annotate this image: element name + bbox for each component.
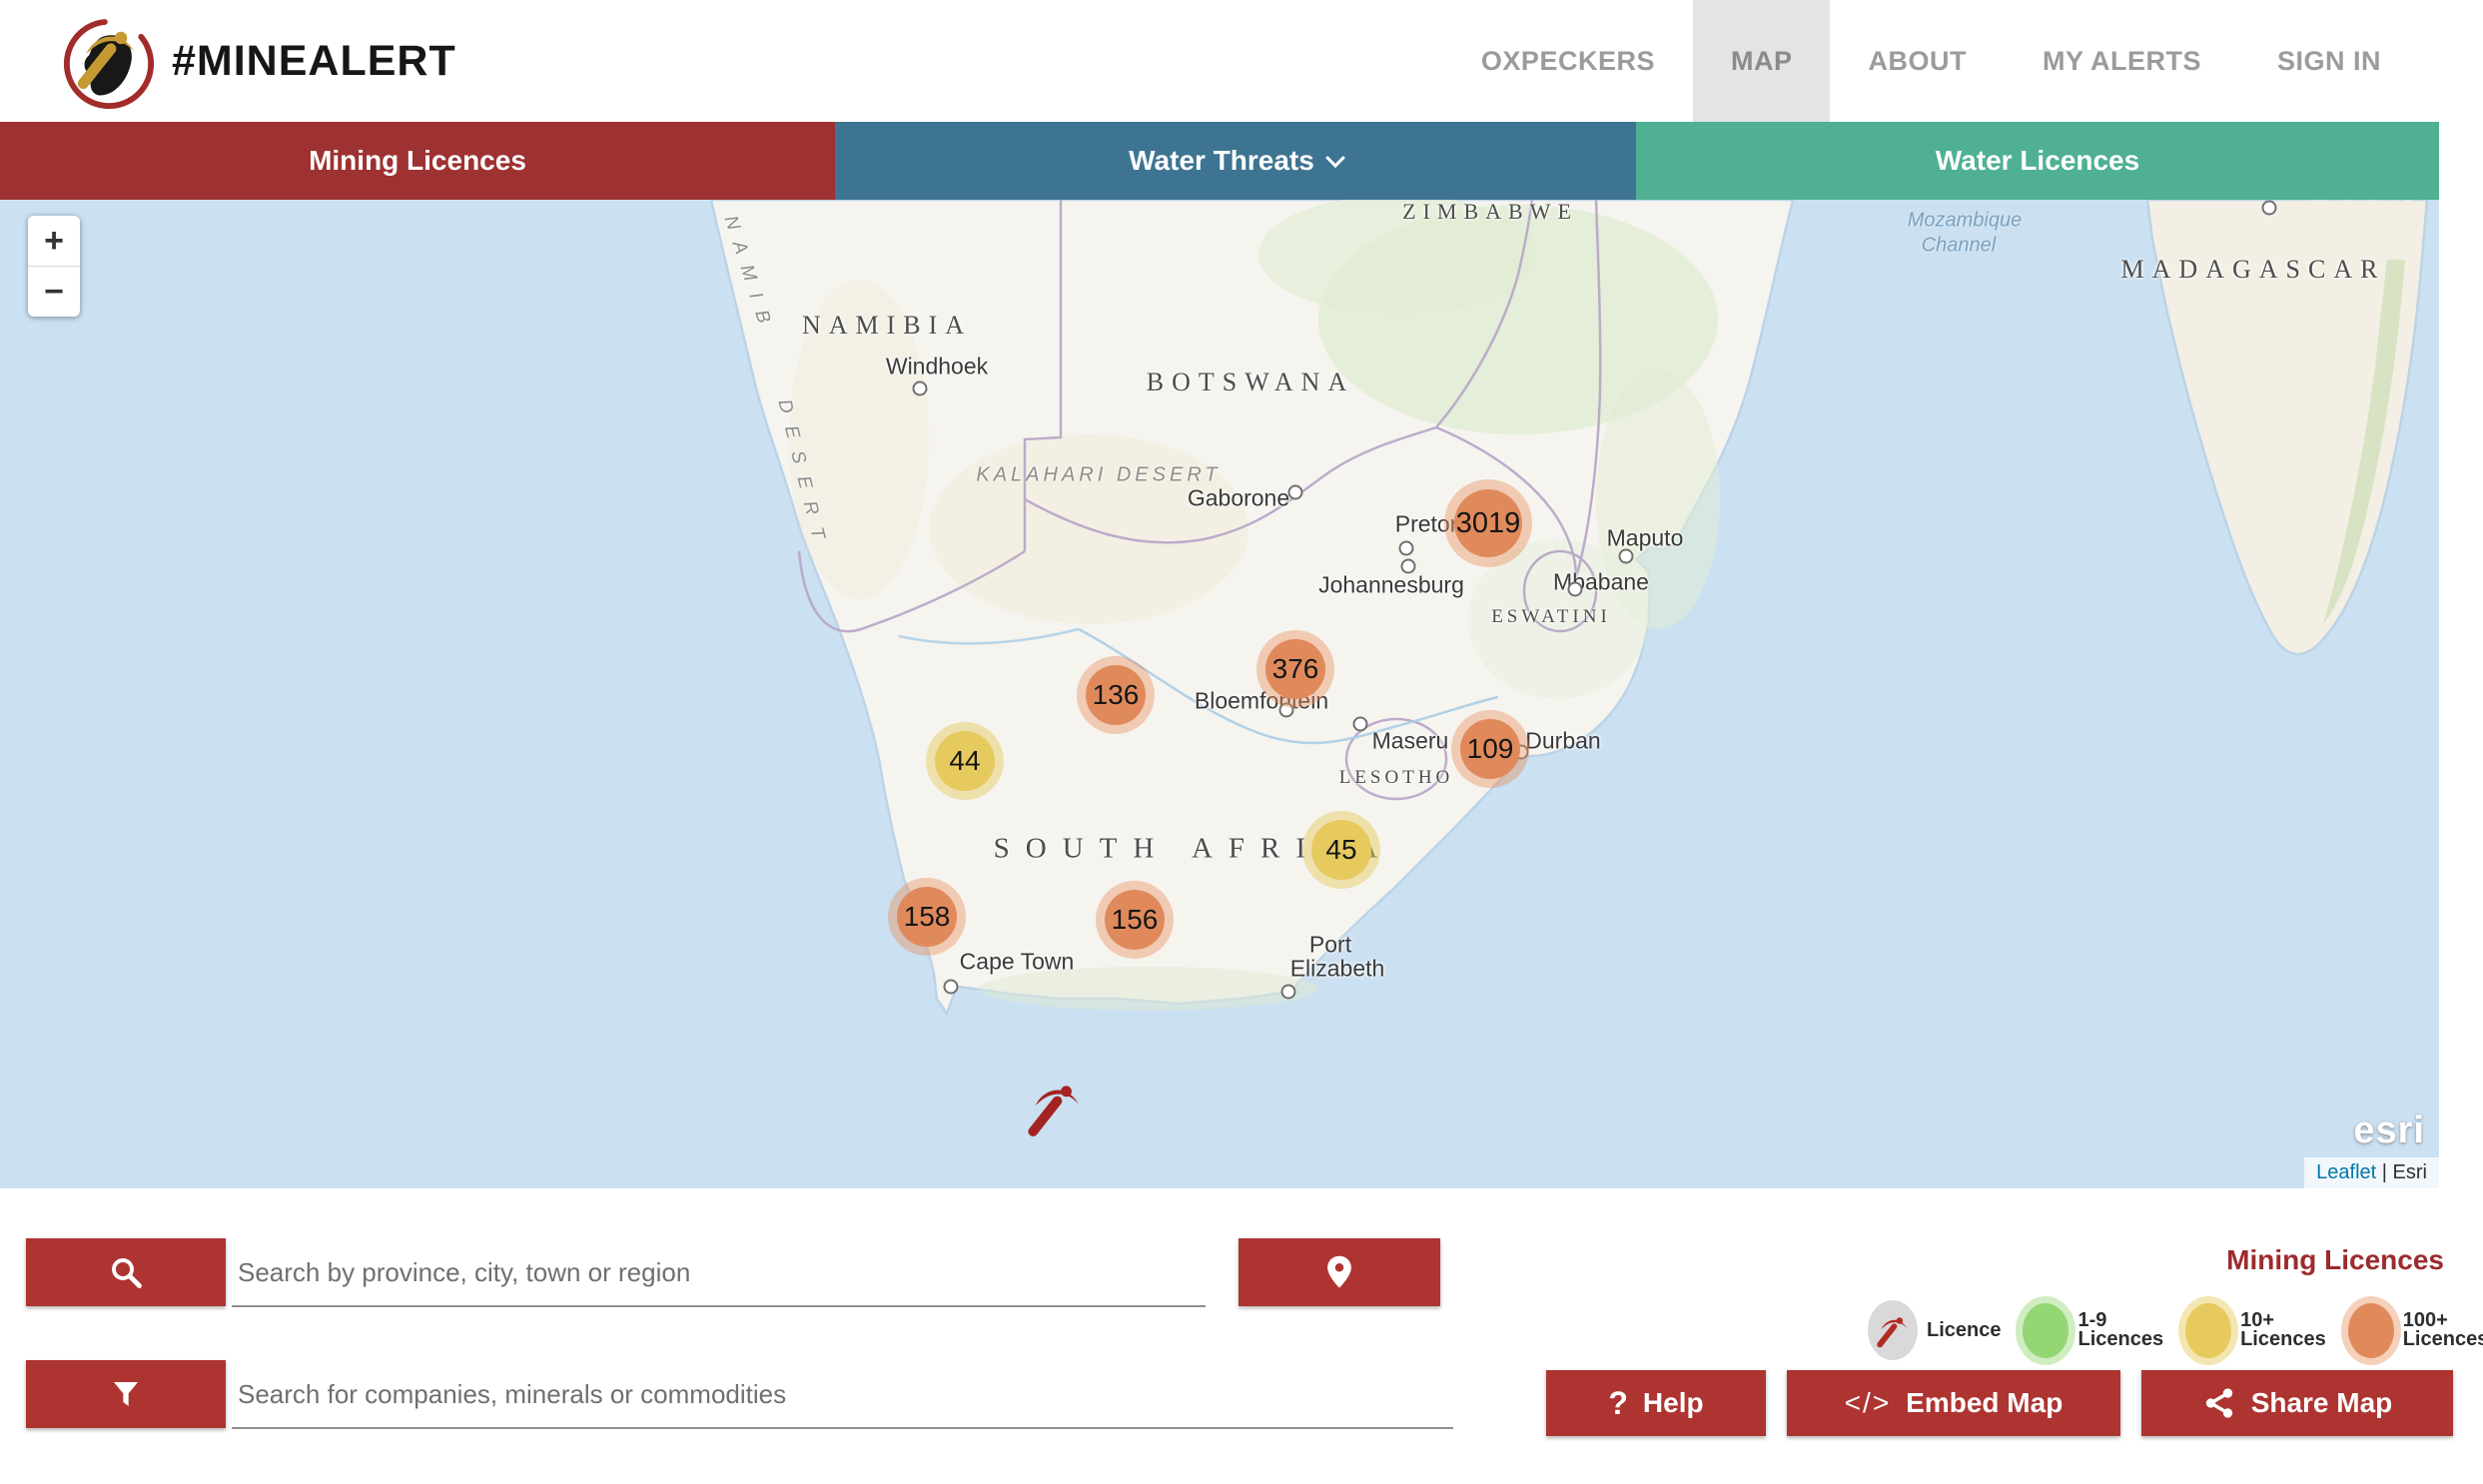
orange-circle-icon [2347, 1302, 2394, 1358]
filter-search-button[interactable] [26, 1360, 226, 1428]
question-mark-icon: ? [1608, 1384, 1628, 1421]
app-header: #MINEALERT OXPECKERS MAP ABOUT MY ALERTS… [0, 0, 2483, 122]
code-icon: </> [1844, 1387, 1892, 1418]
tab-mining-licences[interactable]: Mining Licences [0, 122, 835, 200]
layer-tabbar: Mining Licences Water Threats Water Lice… [0, 122, 2439, 200]
filter-funnel-icon [114, 1382, 138, 1406]
attribution-separator: | [2376, 1161, 2393, 1183]
leaflet-link[interactable]: Leaflet [2316, 1161, 2377, 1183]
city-dot [1567, 581, 1583, 597]
city-dot [1400, 558, 1416, 574]
city-dot [1280, 984, 1296, 1000]
nav-item-my-alerts[interactable]: MY ALERTS [2042, 45, 2201, 76]
legend-label: 10+ Licences [2240, 1309, 2326, 1350]
button-label: Share Map [2250, 1387, 2393, 1418]
city-dot [912, 380, 928, 396]
share-map-button[interactable]: Share Map [2141, 1370, 2453, 1436]
brand-title: #MINEALERT [172, 36, 456, 85]
pickaxe-icon [1868, 1300, 1918, 1360]
city-dot [1618, 548, 1634, 564]
legend-item-1-9: 1-9 Licences [2023, 1302, 2164, 1358]
zoom-out-button[interactable]: − [44, 272, 64, 311]
city-dot [1287, 484, 1303, 500]
zoom-in-button[interactable]: + [44, 221, 64, 260]
button-label: Help [1642, 1387, 1704, 1418]
help-button[interactable]: ? Help [1546, 1370, 1766, 1436]
yellow-circle-icon [2185, 1302, 2232, 1358]
nav-item-map[interactable]: MAP [1692, 0, 1831, 122]
embed-map-button[interactable]: </> Embed Map [1787, 1370, 2120, 1436]
share-icon [2205, 1388, 2232, 1418]
tab-label: Water Threats [1129, 145, 1314, 176]
map-legend: Licence 1-9 Licences 10+ Licences 100+ Lice… [1868, 1300, 2483, 1360]
company-search-input[interactable] [232, 1361, 1453, 1427]
nav-item-sign-in[interactable]: SIGN IN [2276, 45, 2381, 76]
city-dot [1398, 540, 1414, 556]
map-base [0, 200, 2439, 1188]
cluster-marker-3019[interactable]: 3019 [1454, 489, 1522, 557]
search-icon [112, 1258, 142, 1288]
cluster-marker-136[interactable]: 136 [1086, 665, 1146, 725]
tab-label: Water Licences [1935, 145, 2140, 176]
zoom-divider [28, 266, 80, 267]
legend-label: 100+ Licences [2402, 1309, 2483, 1350]
cluster-marker-156[interactable]: 156 [1105, 890, 1165, 950]
city-dot [1352, 716, 1368, 732]
minealert-logo-icon [63, 18, 155, 110]
legend-item-licence: Licence [1868, 1300, 2001, 1360]
legend-item-10plus: 10+ Licences [2185, 1302, 2326, 1358]
tab-water-licences[interactable]: Water Licences [1636, 122, 2439, 200]
esri-credit: Esri [2392, 1161, 2427, 1183]
tab-water-threats[interactable]: Water Threats [835, 122, 1636, 200]
legend-label: Licence [1927, 1318, 2002, 1341]
green-circle-icon [2023, 1302, 2069, 1358]
cluster-marker-376[interactable]: 376 [1265, 639, 1325, 699]
map-zoom-control: + − [28, 216, 80, 317]
city-dot [943, 979, 959, 995]
cluster-marker-158[interactable]: 158 [897, 887, 957, 947]
location-search-button[interactable] [26, 1238, 226, 1306]
esri-watermark: esri [2353, 1110, 2425, 1151]
cluster-marker-45[interactable]: 45 [1311, 820, 1371, 880]
single-licence-pickaxe-marker[interactable] [1023, 1076, 1087, 1139]
map-attribution: Leaflet | Esri [2304, 1157, 2439, 1188]
city-dot [2261, 200, 2277, 216]
locate-me-button[interactable] [1239, 1238, 1440, 1306]
legend-title: Mining Licences [2226, 1244, 2444, 1275]
button-label: Embed Map [1906, 1387, 2064, 1418]
location-search-input[interactable] [232, 1239, 1206, 1305]
city-dot [1278, 702, 1294, 718]
leaflet-map[interactable]: ZIMBABWE NAMIBIA BOTSWANA MADAGASCAR ESWATIN… [0, 200, 2439, 1188]
legend-label: 1-9 Licences [2077, 1309, 2164, 1350]
legend-item-100plus: 100+ Licences [2347, 1302, 2483, 1358]
nav-item-oxpeckers[interactable]: OXPECKERS [1480, 45, 1655, 76]
tab-label: Mining Licences [309, 145, 526, 176]
map-actions: ? Help </> Embed Map Share Map [1546, 1370, 2453, 1436]
cluster-marker-44[interactable]: 44 [935, 731, 995, 791]
chevron-down-icon [1324, 148, 1345, 169]
main-nav: OXPECKERS MAP ABOUT MY ALERTS SIGN IN [1443, 0, 2419, 122]
cluster-marker-109[interactable]: 109 [1460, 719, 1520, 779]
nav-item-about[interactable]: ABOUT [1868, 45, 1967, 76]
location-pin-icon [1327, 1255, 1351, 1288]
